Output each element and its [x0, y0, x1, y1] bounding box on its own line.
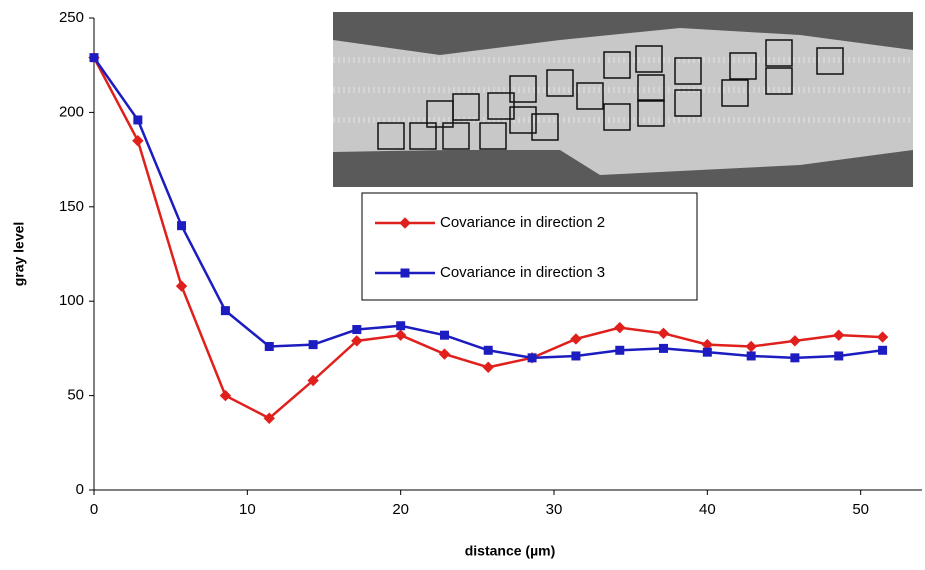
data-point [658, 343, 668, 353]
data-point [352, 325, 362, 335]
y-tick-label: 250 [59, 9, 84, 26]
data-point [615, 345, 625, 355]
inset-micrograph [333, 12, 913, 187]
data-point [482, 361, 494, 373]
data-point [219, 389, 232, 402]
data-point [220, 306, 230, 316]
data-point [440, 330, 450, 340]
legend [361, 192, 698, 301]
data-point [133, 115, 143, 125]
data-point [177, 221, 187, 231]
x-tick-label: 0 [90, 501, 98, 518]
data-point [396, 321, 406, 331]
x-tick-label: 30 [546, 501, 563, 518]
data-point [745, 340, 757, 353]
x-tick-label: 20 [392, 501, 409, 518]
data-point [789, 335, 801, 347]
y-tick-label: 50 [67, 387, 84, 404]
data-point [264, 342, 274, 352]
legend-label: Covariance in direction 3 [440, 264, 605, 281]
y-axis-title: gray level [11, 222, 27, 287]
x-tick-label: 10 [239, 501, 256, 518]
y-tick-label: 200 [59, 103, 84, 120]
data-point [746, 351, 756, 361]
y-tick-label: 100 [59, 292, 84, 309]
data-point [394, 329, 407, 341]
legend-marker [400, 268, 410, 278]
data-point [527, 353, 537, 363]
x-axis-title: distance (µm) [465, 543, 556, 559]
data-point [438, 348, 451, 360]
data-point [876, 331, 889, 343]
data-point [878, 345, 888, 355]
data-point [833, 329, 845, 341]
data-point [570, 333, 582, 345]
legend-marker [399, 217, 411, 229]
data-point [263, 412, 275, 424]
data-point [657, 327, 670, 340]
data-point [702, 347, 712, 357]
legend-label: Covariance in direction 2 [440, 214, 605, 231]
data-point [307, 374, 319, 387]
y-tick-label: 150 [59, 198, 84, 215]
x-tick-label: 50 [852, 501, 869, 518]
data-point [175, 280, 188, 292]
data-point [790, 353, 800, 363]
data-point [834, 351, 844, 361]
data-point [571, 351, 581, 361]
x-tick-label: 40 [699, 501, 716, 518]
data-point [351, 335, 363, 347]
data-point [483, 345, 493, 355]
data-point [132, 135, 144, 147]
y-tick-label: 0 [76, 481, 84, 498]
data-point [89, 53, 99, 63]
data-point [614, 321, 626, 334]
data-point [308, 340, 318, 350]
